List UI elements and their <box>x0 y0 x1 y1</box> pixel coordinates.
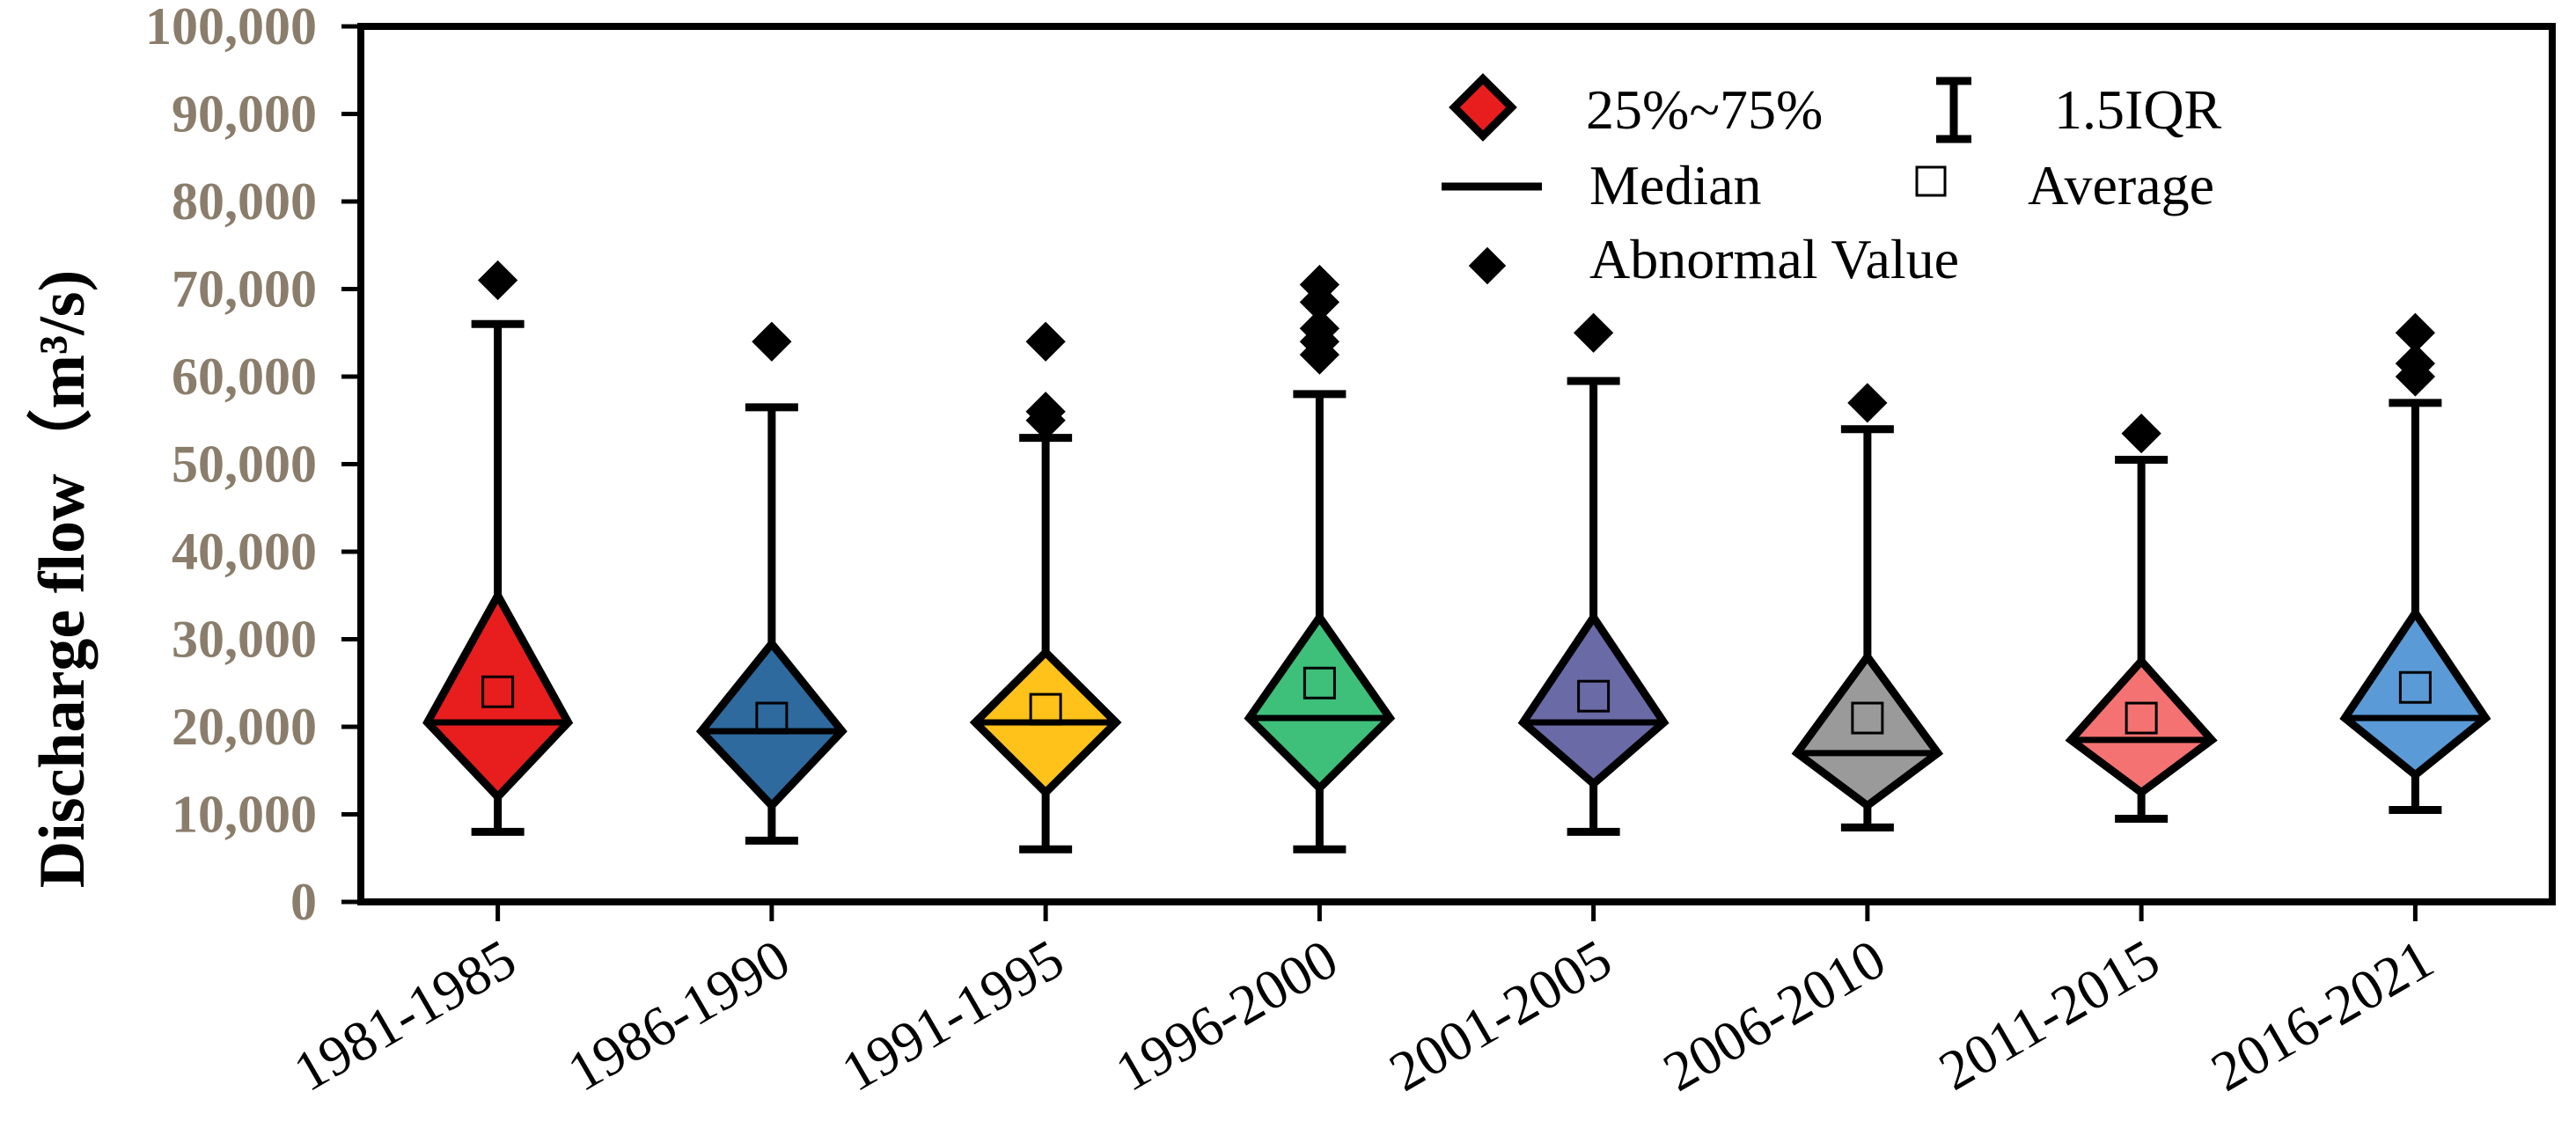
mean-marker <box>2125 701 2158 735</box>
legend-box-swatch <box>1449 73 1517 142</box>
mean-marker <box>481 675 515 708</box>
y-tick-label: 20,000 <box>172 698 317 756</box>
iqr-diamond <box>695 637 848 812</box>
x-tick-label: 1996-2000 <box>1105 927 1348 1103</box>
box-group <box>2065 414 2218 823</box>
y-tick-label: 60,000 <box>172 348 317 406</box>
axes <box>357 23 2556 905</box>
y-axis-ticks: 0 10,000 20,000 30,000 40,000 50,000 60,000 70,… <box>145 0 361 931</box>
outlier-point <box>1847 383 1888 423</box>
y-tick-label: 10,000 <box>172 786 317 844</box>
y-tick-label: 80,000 <box>172 172 317 231</box>
iqr-diamond <box>2065 655 2218 798</box>
box-group <box>1244 264 1396 854</box>
x-tick-label: 2011-2015 <box>1929 927 2170 1103</box>
box-series <box>422 260 2492 854</box>
y-axis-label: Discharge flow（m³/s) <box>26 270 99 888</box>
iqr-diamond <box>1517 610 1670 789</box>
legend-outlier-label: Abnormal Value <box>1589 228 1959 290</box>
y-tick-label: 90,000 <box>172 85 317 143</box>
outlier-point <box>477 260 518 301</box>
iqr-diamond <box>2339 605 2492 780</box>
mean-marker <box>1029 692 1062 726</box>
box-group <box>2339 312 2492 815</box>
legend-outlier-marker <box>1468 246 1507 285</box>
x-tick-label: 1991-1995 <box>831 927 1074 1103</box>
y-tick-label: 50,000 <box>172 436 317 494</box>
y-tick-label: 70,000 <box>172 260 317 319</box>
y-tick-label: 100,000 <box>145 0 317 55</box>
mean-marker <box>1851 701 1884 735</box>
mean-marker <box>1303 666 1336 700</box>
x-tick-label: 2001-2005 <box>1379 927 1622 1103</box>
iqr-diamond <box>1244 610 1396 794</box>
x-axis-ticks: 1981-1985 1986-1990 1991-1995 1996-2000 2001… <box>283 902 2443 1103</box>
iqr-diamond <box>1791 649 1944 811</box>
mean-marker <box>1577 679 1611 713</box>
legend-box-label: 25%~75% <box>1586 78 1823 141</box>
mean-marker <box>755 701 789 735</box>
box-group <box>1791 383 1944 832</box>
legend-whisker-label: 1.5IQR <box>2054 78 2222 141</box>
x-tick-label: 2006-2010 <box>1653 927 1896 1103</box>
legend-median-label: Median <box>1589 154 1762 216</box>
iqr-diamond <box>422 587 574 803</box>
legend-whisker-icon <box>1936 77 1971 143</box>
y-tick-label: 40,000 <box>172 523 317 581</box>
outlier-point <box>2395 312 2436 353</box>
outlier-point <box>1573 312 1614 353</box>
outlier-point <box>2121 414 2161 454</box>
legend: 25%~75% 1.5IQR Median Average Abnormal V… <box>1442 73 2222 290</box>
box-group <box>1517 312 1670 836</box>
mean-marker <box>2398 670 2432 704</box>
box-group <box>695 321 848 845</box>
legend-mean-square <box>1915 165 1947 197</box>
box-group <box>969 321 1122 854</box>
plot-frame <box>357 23 2556 905</box>
outlier-point <box>1025 321 1066 362</box>
box-group <box>422 260 574 836</box>
legend-mean-label: Average <box>2028 154 2214 216</box>
x-tick-label: 1981-1985 <box>283 927 526 1103</box>
x-tick-label: 1986-1990 <box>557 927 800 1103</box>
y-tick-label: 30,000 <box>172 611 317 669</box>
y-tick-label: 0 <box>290 873 317 931</box>
x-tick-label: 2016-2021 <box>2201 927 2444 1103</box>
outlier-point <box>752 321 792 362</box>
